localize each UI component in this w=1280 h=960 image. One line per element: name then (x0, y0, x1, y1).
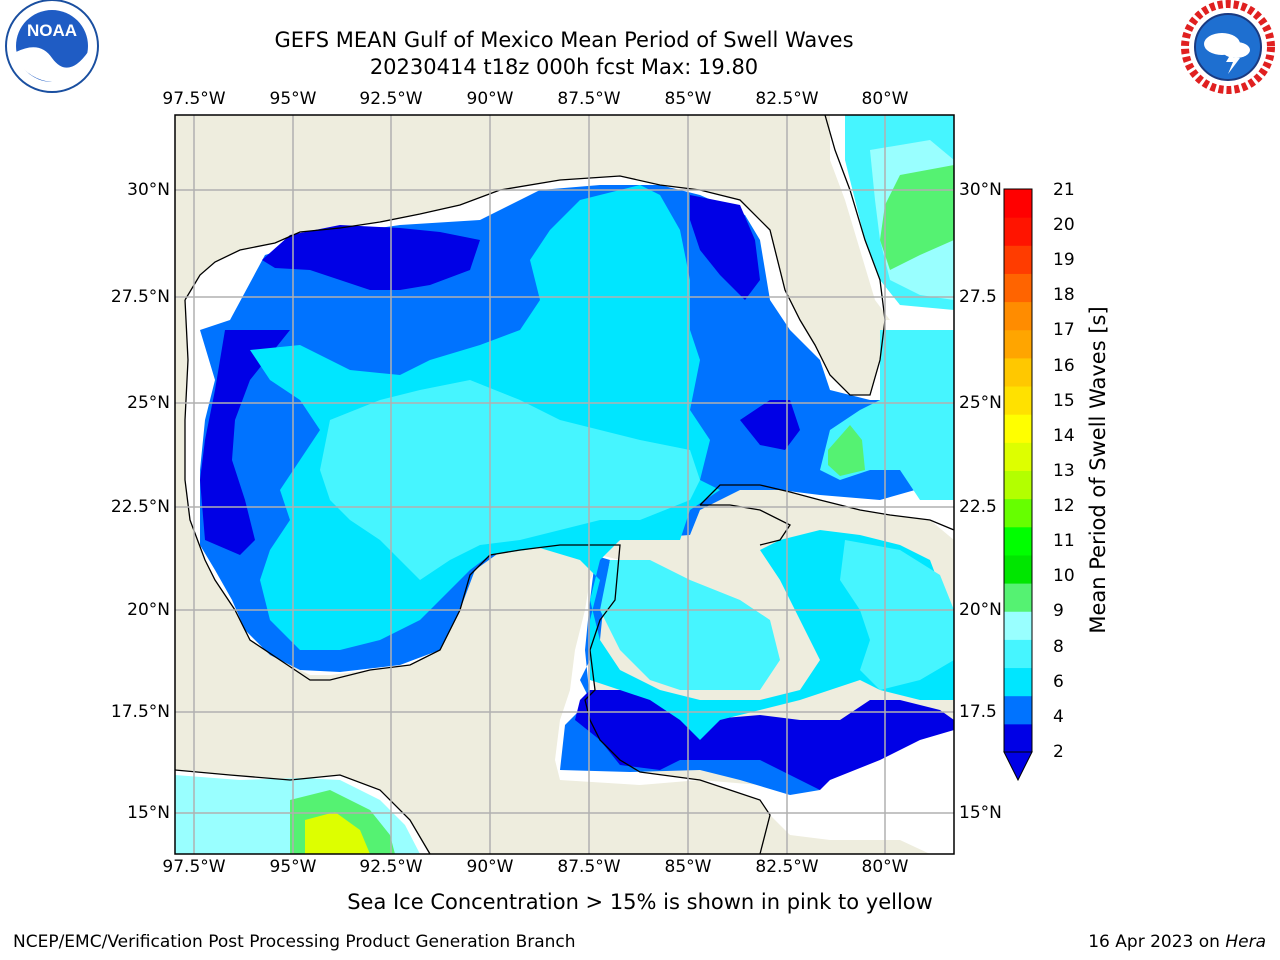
colorbar-label: Mean Period of Swell Waves [s] (1086, 306, 1110, 634)
lon-label-bottom: 82.5°W (755, 857, 819, 877)
footer-credit: NCEP/EMC/Verification Post Processing Pr… (13, 932, 576, 952)
lon-label-bottom: 95°W (269, 857, 317, 877)
footer-date-text: 16 Apr 2023 on (1088, 932, 1220, 952)
lat-label-right: 15°N (959, 803, 1002, 823)
colorbar-tick-label: 2 (1053, 742, 1064, 762)
colorbar-tick-label: 18 (1053, 285, 1075, 305)
lon-label-bottom: 85°W (664, 857, 712, 877)
lat-label-left: 17.5°N (110, 702, 170, 722)
noaa-logo-text: NOAA (27, 21, 77, 40)
colorbar-segment (1004, 639, 1032, 669)
colorbar-tick-label: 10 (1053, 566, 1075, 586)
lat-label-right: 27.5 (959, 287, 997, 307)
colorbar-segment (1004, 301, 1032, 331)
footer-date: 16 Apr 2023 on Hera (1088, 932, 1266, 952)
lon-label-top: 90°W (466, 89, 514, 109)
lon-label-top: 92.5°W (359, 89, 423, 109)
lat-label-right: 25°N (959, 393, 1002, 413)
colorbar-segment (1004, 386, 1032, 415)
colorbar-tick-label: 13 (1053, 461, 1075, 481)
colorbar-segment (1004, 526, 1032, 556)
colorbar-segment (1004, 414, 1032, 443)
colorbar-tick-label: 20 (1053, 215, 1075, 235)
colorbar (1004, 189, 1032, 753)
colorbar-tick-label: 11 (1053, 531, 1075, 551)
colorbar-segment (1004, 217, 1032, 246)
colorbar-segment (1004, 273, 1032, 303)
map-frame (174, 114, 955, 855)
swell-period-darkblue-layer (200, 330, 290, 555)
colorbar-tick-label: 9 (1053, 601, 1064, 621)
swell-period-darkblue-layer-6 (690, 195, 760, 300)
swell-period-darkblue-layer-3 (575, 690, 954, 790)
lon-label-top: 95°W (269, 89, 317, 109)
colorbar-tick-label: 12 (1053, 496, 1075, 516)
colorbar-tick-label: 4 (1053, 707, 1064, 727)
lon-label-top: 87.5°W (557, 89, 621, 109)
colorbar-segment (1004, 245, 1032, 274)
colorbar-tick-label: 6 (1053, 672, 1064, 692)
colorbar-segment (1004, 498, 1032, 528)
lat-label-left: 25°N (127, 393, 170, 413)
graticule (175, 115, 954, 854)
colorbar-segment (1004, 357, 1032, 387)
colorbar-segment (1004, 329, 1032, 359)
lat-label-right: 20°N (959, 600, 1002, 620)
lat-label-left: 30°N (127, 180, 170, 200)
colorbar-segment (1004, 723, 1032, 753)
bahamas-swell-layer-green (828, 425, 865, 476)
sea-ice-note: Sea Ice Concentration > 15% is shown in … (347, 890, 933, 914)
nws-logo (1181, 0, 1275, 94)
colorbar-tick-label: 15 (1053, 391, 1075, 411)
colorbar-segment (1004, 470, 1032, 500)
coastline-cuba (699, 484, 955, 546)
lon-label-bottom: 97.5°W (162, 857, 226, 877)
lat-label-right: 22.5 (959, 497, 997, 517)
swell-period-lightcyan-layer (320, 380, 700, 580)
pacific-swell-layer-yellow (305, 812, 370, 854)
colorbar-frame (1003, 188, 1033, 753)
lon-label-top: 97.5°W (162, 89, 226, 109)
footer-machine: Hera (1225, 932, 1266, 952)
noaa-logo: NOAA (5, 0, 99, 93)
swell-period-darkblue-layer-2 (262, 225, 480, 290)
lat-label-left: 27.5°N (110, 287, 170, 307)
lat-label-left: 22.5°N (110, 497, 170, 517)
lon-label-bottom: 80°W (861, 857, 909, 877)
lat-label-left: 20°N (127, 600, 170, 620)
lon-label-bottom: 92.5°W (359, 857, 423, 877)
coastline-pacific (174, 769, 431, 855)
colorbar-tick-label: 17 (1053, 320, 1075, 340)
lat-label-right: 30°N (959, 180, 1002, 200)
colorbar-segment (1004, 554, 1032, 584)
colorbar-segment (1004, 442, 1032, 471)
swell-period-lightcyan-layer-2 (600, 560, 780, 690)
lat-label-left: 15°N (127, 803, 170, 823)
colorbar-extend-arrow (1003, 751, 1033, 782)
lon-label-top: 80°W (861, 89, 909, 109)
colorbar-tick-label: 8 (1053, 637, 1064, 657)
colorbar-tick-label: 19 (1053, 250, 1075, 270)
colorbar-tick-label: 14 (1053, 426, 1075, 446)
swell-period-darkblue-layer-5 (740, 400, 800, 450)
chart-subtitle: 20230414 t18z 000h fcst Max: 19.80 (369, 55, 759, 79)
colorbar-tick-label: 16 (1053, 356, 1075, 376)
colorbar-segment (1004, 611, 1032, 640)
lon-label-bottom: 87.5°W (557, 857, 621, 877)
lat-label-right: 17.5 (959, 702, 997, 722)
chart-title: GEFS MEAN Gulf of Mexico Mean Period of … (274, 28, 854, 52)
atlantic-swell-layer-green (880, 165, 954, 270)
colorbar-segment (1004, 695, 1032, 725)
lon-label-top: 82.5°W (755, 89, 819, 109)
colorbar-segment (1004, 189, 1032, 218)
swell-period-lightcyan-layer-3 (840, 540, 954, 690)
lon-label-top: 85°W (664, 89, 712, 109)
coastline (184, 114, 886, 396)
colorbar-tick-label: 21 (1053, 180, 1075, 200)
colorbar-segment (1004, 667, 1032, 697)
lon-label-bottom: 90°W (466, 857, 514, 877)
colorbar-segment (1004, 583, 1032, 612)
